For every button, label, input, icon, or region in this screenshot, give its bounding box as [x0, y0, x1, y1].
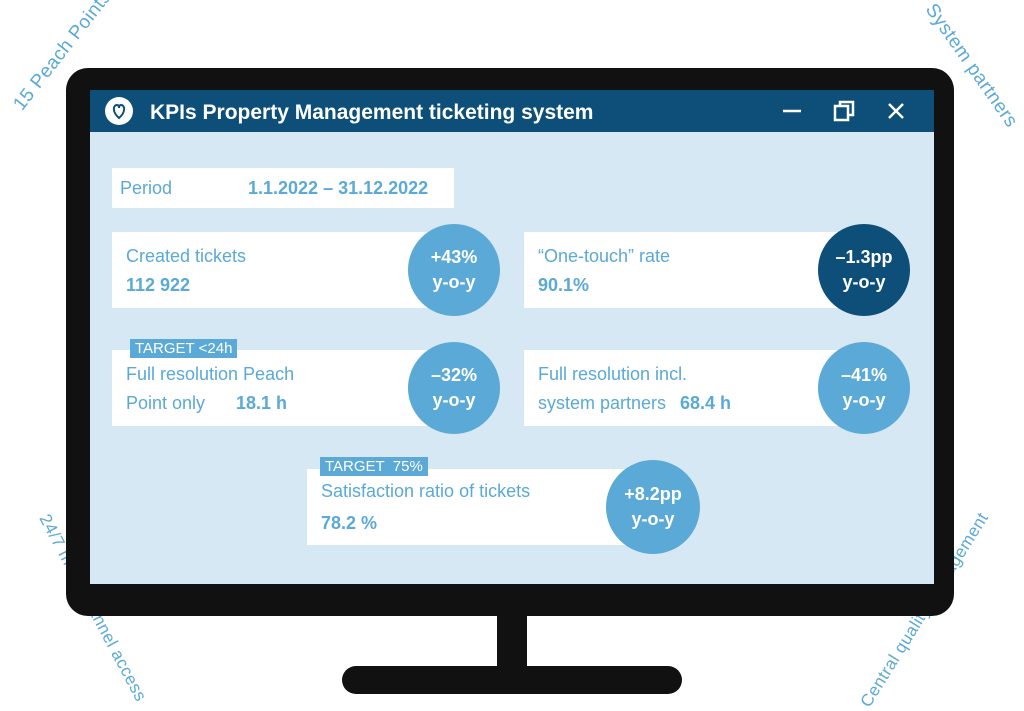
satisfaction-value: 78.2 % — [321, 513, 378, 533]
period-label: Period — [120, 178, 173, 198]
minimize-icon[interactable] — [780, 99, 804, 123]
peach-resolution-value: 18.1 h — [236, 393, 288, 413]
one-touch-label: “One-touch” rate — [538, 246, 671, 266]
peach-resolution-change: –32% — [430, 365, 478, 385]
period-card: Period 1.1.2022 – 31.12.2022 — [112, 168, 454, 208]
peach-resolution-card: Full resolution Peach Point only 18.1 h — [112, 350, 442, 426]
satisfaction-change: +8.2pp — [624, 484, 682, 504]
one-touch-change: –1.3pp — [835, 247, 893, 267]
partners-resolution-unit: y-o-y — [842, 390, 886, 410]
title-bar: KPIs Property Management ticketing syste… — [90, 90, 934, 132]
partners-resolution-change: –41% — [840, 365, 888, 385]
partners-resolution-card: Full resolution incl. system partners 68… — [524, 350, 854, 426]
one-touch-change-badge: –1.3pp y-o-y — [818, 224, 910, 316]
created-tickets-value: 112 922 — [126, 275, 191, 295]
app-window: KPIs Property Management ticketing syste… — [90, 90, 934, 584]
monitor-stand-neck — [497, 612, 527, 670]
peach-resolution-label-line1: Full resolution Peach — [126, 364, 295, 384]
partners-resolution-label-line1: Full resolution incl. — [538, 364, 688, 384]
created-tickets-change-badge: +43% y-o-y — [408, 224, 500, 316]
satisfaction-card: Satisfaction ratio of tickets 78.2 % — [307, 469, 637, 545]
monitor-stand-base — [342, 666, 682, 694]
partners-resolution-label-line2: system partners — [538, 393, 667, 413]
one-touch-unit: y-o-y — [842, 272, 886, 292]
restore-icon[interactable] — [832, 99, 856, 123]
window-title: KPIs Property Management ticketing syste… — [150, 101, 594, 124]
satisfaction-target-badge: TARGET 75% — [320, 457, 428, 476]
period-value: 1.1.2022 – 31.12.2022 — [248, 178, 429, 198]
peach-target-badge: TARGET <24h — [130, 339, 238, 358]
partners-resolution-value: 68.4 h — [680, 393, 732, 413]
partners-resolution-change-badge: –41% y-o-y — [818, 342, 910, 434]
created-tickets-change: +43% — [430, 247, 478, 267]
one-touch-card: “One-touch” rate 90.1% — [524, 232, 854, 308]
close-icon[interactable] — [884, 99, 908, 123]
created-tickets-card: Created tickets 112 922 — [112, 232, 442, 308]
peach-resolution-label-line2: Point only — [126, 393, 206, 413]
created-tickets-unit: y-o-y — [432, 272, 476, 292]
one-touch-value: 90.1% — [538, 275, 590, 295]
peach-resolution-change-badge: –32% y-o-y — [408, 342, 500, 434]
satisfaction-label: Satisfaction ratio of tickets — [321, 481, 531, 501]
peach-logo-icon — [105, 97, 133, 125]
created-tickets-label: Created tickets — [126, 246, 247, 266]
peach-resolution-unit: y-o-y — [432, 390, 476, 410]
satisfaction-unit: y-o-y — [631, 509, 675, 529]
satisfaction-change-badge: +8.2pp y-o-y — [606, 460, 700, 554]
